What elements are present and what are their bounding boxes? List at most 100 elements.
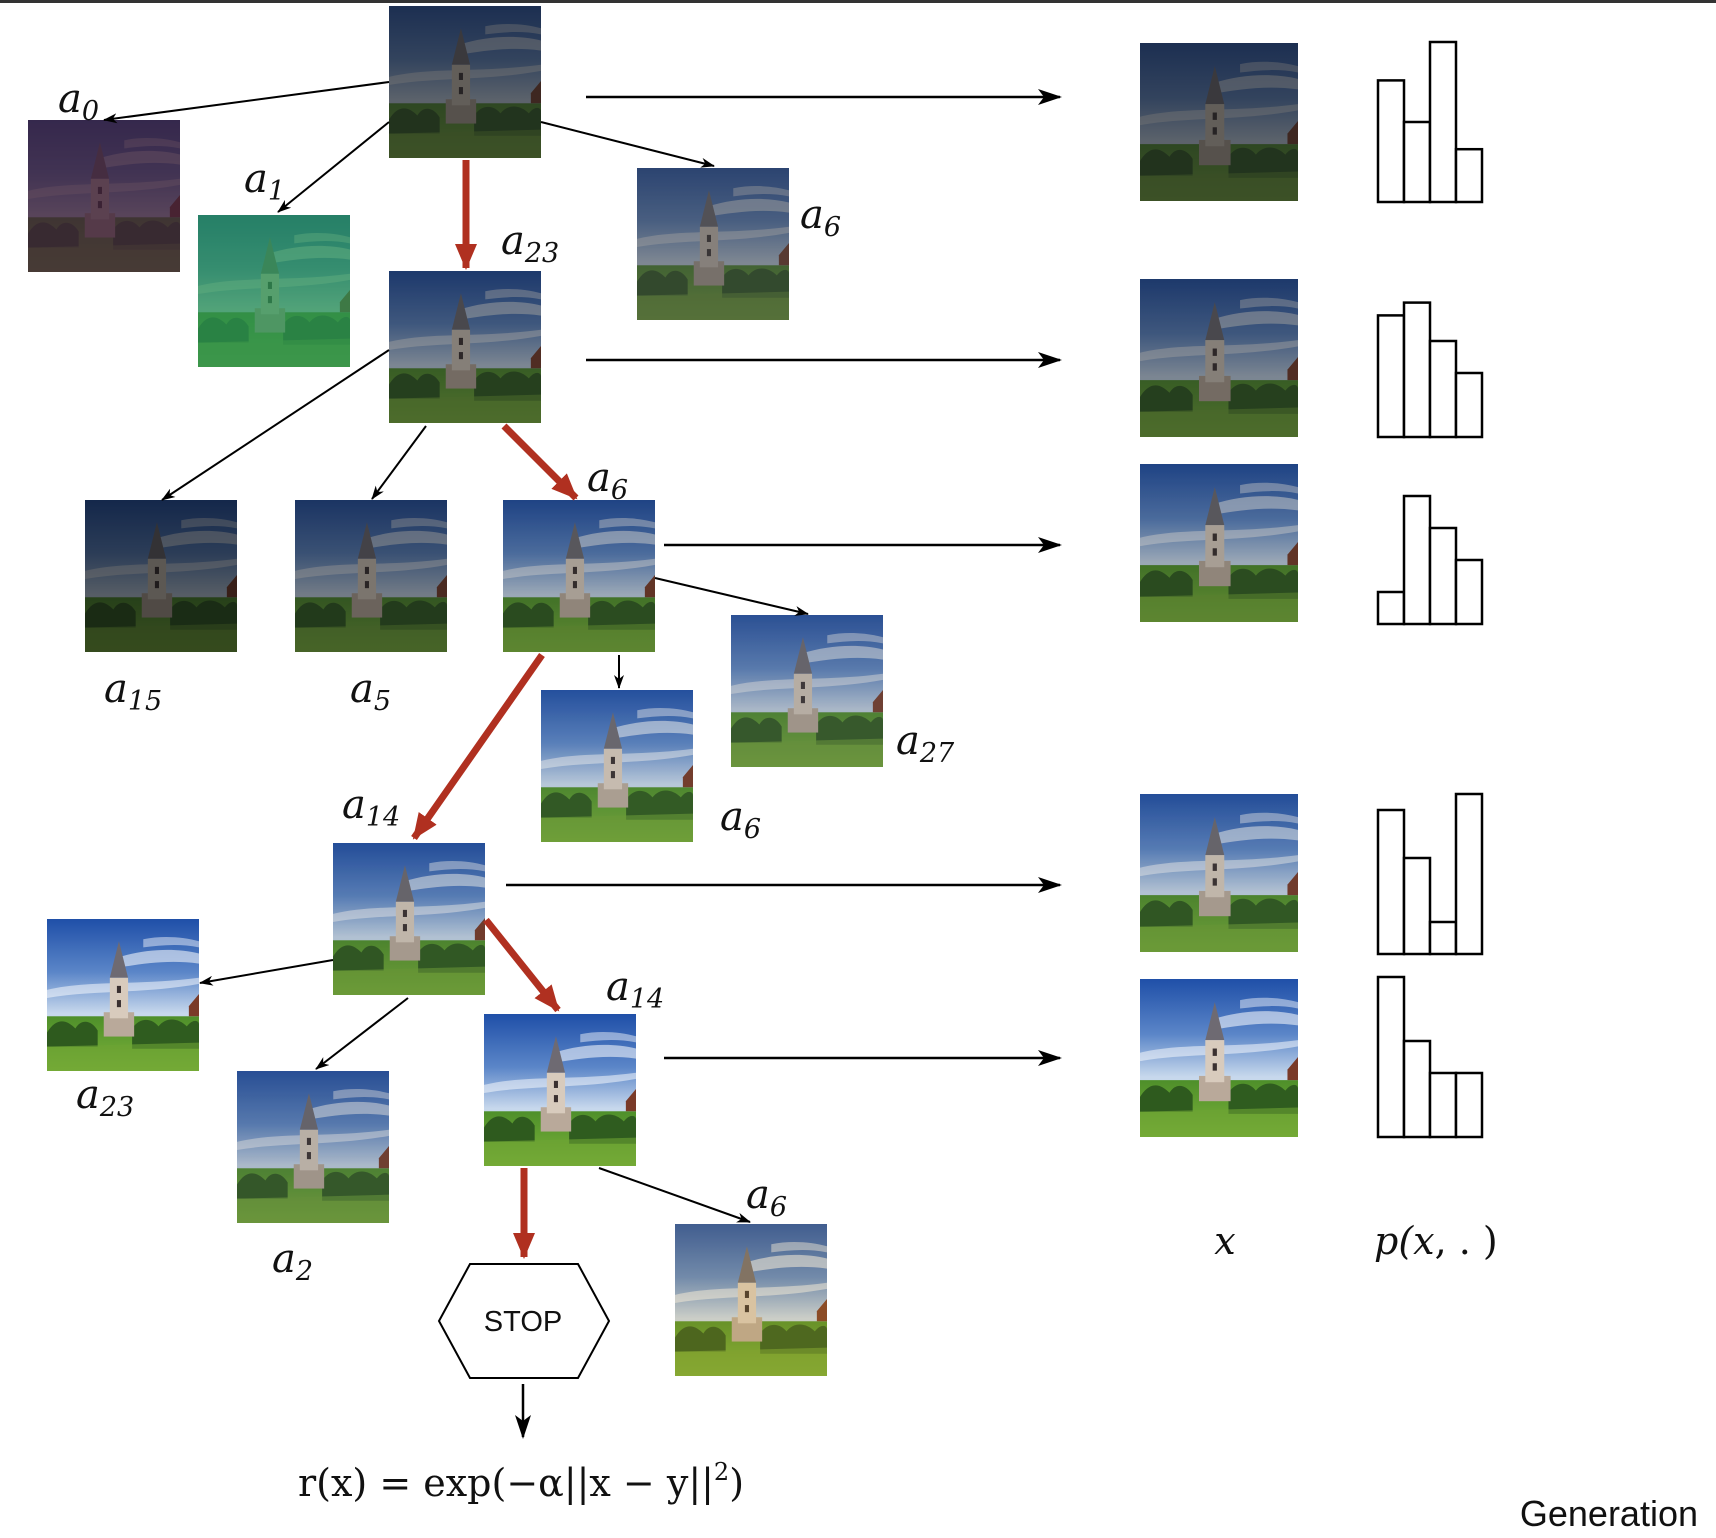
desaturate-overlay — [295, 500, 447, 652]
selected-edge-a14-l3 — [411, 652, 545, 841]
darken-overlay — [1140, 279, 1298, 437]
label-a23-top: a23 — [501, 218, 559, 269]
stop-node: STOP — [437, 1263, 611, 1379]
action-labels: a0 a1 a23 a6 a6 a15 a5 a27 a6 a14 a23 a1… — [58, 76, 955, 1287]
label-a6-top: a6 — [800, 192, 841, 243]
histogram-h1 — [1376, 40, 1484, 204]
histogram-h4 — [1376, 792, 1484, 956]
darken-overlay — [1140, 43, 1298, 201]
histogram-h2 — [1376, 301, 1484, 439]
label-a14-l3: a14 — [342, 782, 400, 833]
darken-overlay — [1140, 464, 1298, 622]
desaturate-overlay — [1140, 464, 1298, 622]
histogram-bar — [1428, 339, 1458, 439]
histogram-column — [1376, 40, 1484, 1139]
desaturate-overlay — [28, 120, 180, 272]
desaturate-overlay — [731, 615, 883, 767]
label-a6-bot: a6 — [746, 1172, 787, 1223]
label-a15: a15 — [104, 666, 162, 717]
desaturate-overlay — [389, 271, 541, 423]
histogram-bar — [1428, 1071, 1458, 1139]
image-root — [389, 6, 541, 158]
image-x2 — [1140, 279, 1298, 437]
image-a5 — [295, 500, 447, 652]
darken-overlay — [637, 168, 789, 320]
image-a27 — [731, 615, 883, 767]
edge-root-to-a1 — [277, 121, 390, 213]
image-a6_bot — [675, 1224, 827, 1376]
selected-edge-a6 — [501, 423, 579, 501]
darken-overlay — [237, 1071, 389, 1223]
histogram-h5 — [1376, 975, 1484, 1139]
edge-root-to-a0 — [103, 81, 390, 124]
image-layer — [28, 6, 1298, 1376]
image-a1 — [198, 215, 350, 367]
edge-root-to-a6 — [540, 121, 715, 168]
histogram-bar — [1428, 40, 1458, 204]
darken-overlay — [1140, 794, 1298, 952]
image-x5 — [1140, 979, 1298, 1137]
label-a14-l4: a14 — [606, 964, 664, 1015]
darken-overlay — [295, 500, 447, 652]
generation-arrows — [506, 89, 1062, 1066]
histogram-bar — [1454, 558, 1484, 626]
darken-overlay — [731, 615, 883, 767]
edge-l1-to-a15 — [161, 349, 390, 501]
histogram-bar — [1454, 371, 1484, 439]
histogram-bar — [1376, 808, 1406, 956]
histogram-bar — [1454, 1071, 1484, 1139]
desaturate-overlay — [237, 1071, 389, 1223]
edge-l3-to-a2 — [315, 997, 409, 1070]
tint-overlay — [198, 215, 350, 367]
histogram-bar — [1428, 526, 1458, 626]
reward-formula: r(x) = exp(−α||x − y||2) — [298, 1458, 744, 1505]
image-x4 — [1140, 794, 1298, 952]
label-a23-bot: a23 — [76, 1072, 134, 1123]
image-a6_top — [637, 168, 789, 320]
darken-overlay — [503, 500, 655, 652]
tint-overlay — [675, 1224, 827, 1376]
image-a2 — [237, 1071, 389, 1223]
stop-label: STOP — [484, 1306, 562, 1338]
histogram-bar — [1454, 792, 1484, 956]
histogram-bar — [1402, 1039, 1432, 1139]
edge-l2-to-a27 — [654, 577, 809, 616]
selected-path — [411, 160, 579, 1259]
histogram-bar — [1376, 590, 1406, 626]
column-label-p: p(x, . ) — [1374, 1219, 1498, 1263]
image-a6_mid — [541, 690, 693, 842]
histogram-bar — [1376, 79, 1406, 204]
label-a1: a1 — [244, 156, 285, 207]
tint-overlay — [28, 120, 180, 272]
generation-caption: Generation — [1520, 1493, 1698, 1534]
label-a2: a2 — [272, 1236, 313, 1287]
image-l1 — [389, 271, 541, 423]
darken-overlay — [389, 6, 541, 158]
histogram-bar — [1376, 975, 1406, 1139]
histogram-bar — [1402, 494, 1432, 626]
darken-overlay — [541, 690, 693, 842]
desaturate-overlay — [637, 168, 789, 320]
image-a23_bot — [47, 919, 199, 1071]
histogram-bar — [1376, 314, 1406, 439]
top-border — [0, 0, 1716, 3]
image-a0 — [28, 120, 180, 272]
stop-hexagon — [437, 1263, 611, 1379]
label-a6-l2: a6 — [587, 455, 628, 506]
desaturate-overlay — [1140, 794, 1298, 952]
image-x1 — [1140, 43, 1298, 201]
image-l2 — [503, 500, 655, 652]
histogram-h3 — [1376, 494, 1484, 626]
histogram-bar — [1402, 856, 1432, 956]
histogram-bar — [1454, 147, 1484, 204]
edge-l1-to-a5 — [371, 425, 427, 500]
column-label-x: x — [1214, 1219, 1235, 1263]
edge-l3-to-a23 — [199, 959, 334, 986]
darken-overlay — [389, 271, 541, 423]
histogram-bar — [1428, 920, 1458, 956]
histogram-bar — [1402, 120, 1432, 204]
image-l3 — [333, 843, 485, 995]
darken-overlay — [28, 120, 180, 272]
darken-overlay — [333, 843, 485, 995]
